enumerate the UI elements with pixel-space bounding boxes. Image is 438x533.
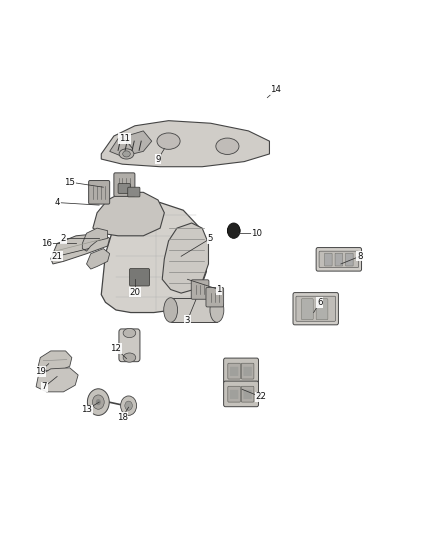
FancyBboxPatch shape <box>88 181 110 204</box>
Text: 14: 14 <box>270 85 281 94</box>
Text: 13: 13 <box>81 405 92 414</box>
FancyBboxPatch shape <box>346 253 353 266</box>
Polygon shape <box>162 223 208 293</box>
FancyBboxPatch shape <box>319 251 359 268</box>
Circle shape <box>92 395 104 409</box>
FancyBboxPatch shape <box>230 367 238 376</box>
FancyBboxPatch shape <box>335 253 343 266</box>
Text: 22: 22 <box>255 392 267 401</box>
Text: 12: 12 <box>110 344 121 353</box>
Text: 2: 2 <box>61 234 66 243</box>
FancyBboxPatch shape <box>224 358 258 384</box>
FancyBboxPatch shape <box>128 187 140 197</box>
FancyBboxPatch shape <box>325 253 332 266</box>
FancyBboxPatch shape <box>293 293 339 325</box>
FancyBboxPatch shape <box>230 390 238 399</box>
Polygon shape <box>36 368 78 392</box>
Circle shape <box>227 223 240 238</box>
Polygon shape <box>87 248 110 269</box>
Text: 20: 20 <box>129 288 141 296</box>
FancyBboxPatch shape <box>228 386 240 402</box>
FancyBboxPatch shape <box>241 386 254 402</box>
Polygon shape <box>171 298 217 322</box>
FancyBboxPatch shape <box>114 173 135 196</box>
Ellipse shape <box>119 149 134 159</box>
Circle shape <box>125 401 132 410</box>
Text: 21: 21 <box>52 252 63 261</box>
Text: 19: 19 <box>35 367 46 376</box>
FancyBboxPatch shape <box>130 269 150 286</box>
Text: 1: 1 <box>216 285 222 294</box>
Text: 3: 3 <box>185 316 190 325</box>
Polygon shape <box>101 120 269 167</box>
Ellipse shape <box>216 138 239 155</box>
Text: 18: 18 <box>117 413 128 422</box>
FancyBboxPatch shape <box>244 367 252 376</box>
FancyBboxPatch shape <box>224 381 258 407</box>
FancyBboxPatch shape <box>316 247 361 271</box>
FancyBboxPatch shape <box>244 390 252 399</box>
FancyBboxPatch shape <box>296 296 336 321</box>
FancyBboxPatch shape <box>191 280 209 299</box>
Polygon shape <box>93 192 164 236</box>
FancyBboxPatch shape <box>228 363 240 379</box>
Ellipse shape <box>123 353 136 362</box>
Text: 16: 16 <box>41 239 52 248</box>
Ellipse shape <box>227 225 240 236</box>
Polygon shape <box>82 228 108 251</box>
Polygon shape <box>110 131 152 157</box>
Text: 10: 10 <box>251 229 262 238</box>
Text: 5: 5 <box>208 234 213 243</box>
Ellipse shape <box>164 298 177 322</box>
Ellipse shape <box>123 328 136 337</box>
Ellipse shape <box>210 298 224 322</box>
Text: 6: 6 <box>317 298 323 307</box>
Polygon shape <box>38 351 72 371</box>
Circle shape <box>88 389 109 415</box>
Text: 9: 9 <box>155 155 161 164</box>
Ellipse shape <box>123 151 130 157</box>
Text: 11: 11 <box>119 134 130 143</box>
FancyBboxPatch shape <box>301 298 313 320</box>
Circle shape <box>120 396 137 415</box>
Polygon shape <box>51 233 110 264</box>
Ellipse shape <box>157 133 180 149</box>
FancyBboxPatch shape <box>241 363 254 379</box>
FancyBboxPatch shape <box>118 183 130 193</box>
Polygon shape <box>101 203 206 312</box>
Circle shape <box>96 399 101 405</box>
Text: 4: 4 <box>54 198 60 207</box>
Text: 15: 15 <box>64 177 75 187</box>
FancyBboxPatch shape <box>119 329 140 362</box>
Text: 8: 8 <box>357 252 363 261</box>
FancyBboxPatch shape <box>316 298 328 320</box>
Text: 7: 7 <box>42 382 47 391</box>
FancyBboxPatch shape <box>206 287 224 307</box>
